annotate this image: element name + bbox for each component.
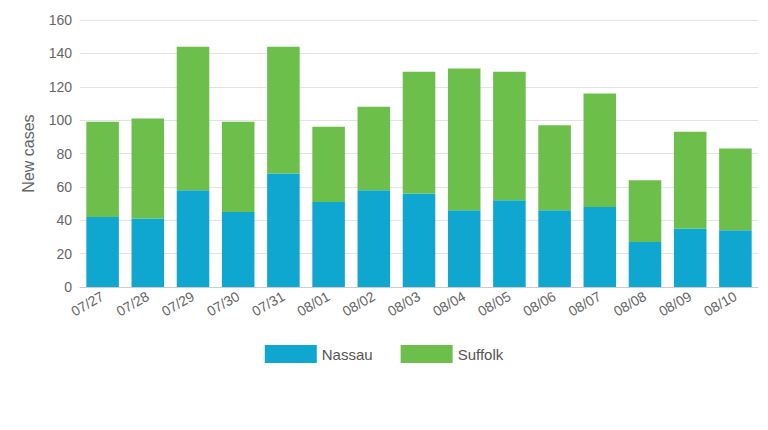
svg-text:08/01: 08/01: [294, 288, 332, 319]
svg-text:08/10: 08/10: [701, 288, 739, 319]
svg-text:08/05: 08/05: [475, 288, 513, 319]
svg-text:Nassau: Nassau: [322, 346, 373, 363]
svg-text:08/09: 08/09: [656, 288, 694, 319]
svg-text:40: 40: [56, 212, 72, 228]
svg-text:100: 100: [49, 112, 73, 128]
svg-text:08/04: 08/04: [430, 288, 468, 319]
svg-text:08/03: 08/03: [385, 288, 423, 319]
svg-text:20: 20: [56, 246, 72, 262]
svg-text:60: 60: [56, 179, 72, 195]
svg-text:08/02: 08/02: [339, 288, 377, 319]
svg-text:80: 80: [56, 146, 72, 162]
svg-text:07/31: 07/31: [249, 288, 287, 319]
svg-text:Suffolk: Suffolk: [458, 346, 504, 363]
svg-text:07/28: 07/28: [113, 288, 151, 319]
svg-text:07/30: 07/30: [204, 288, 242, 319]
svg-text:0: 0: [64, 279, 72, 295]
svg-text:07/29: 07/29: [159, 288, 197, 319]
svg-text:08/08: 08/08: [611, 288, 649, 319]
svg-text:New cases: New cases: [20, 114, 37, 192]
svg-text:07/27: 07/27: [68, 288, 106, 319]
svg-text:160: 160: [49, 12, 73, 28]
svg-text:140: 140: [49, 45, 73, 61]
svg-text:120: 120: [49, 79, 73, 95]
svg-text:08/07: 08/07: [565, 288, 603, 319]
svg-text:08/06: 08/06: [520, 288, 558, 319]
